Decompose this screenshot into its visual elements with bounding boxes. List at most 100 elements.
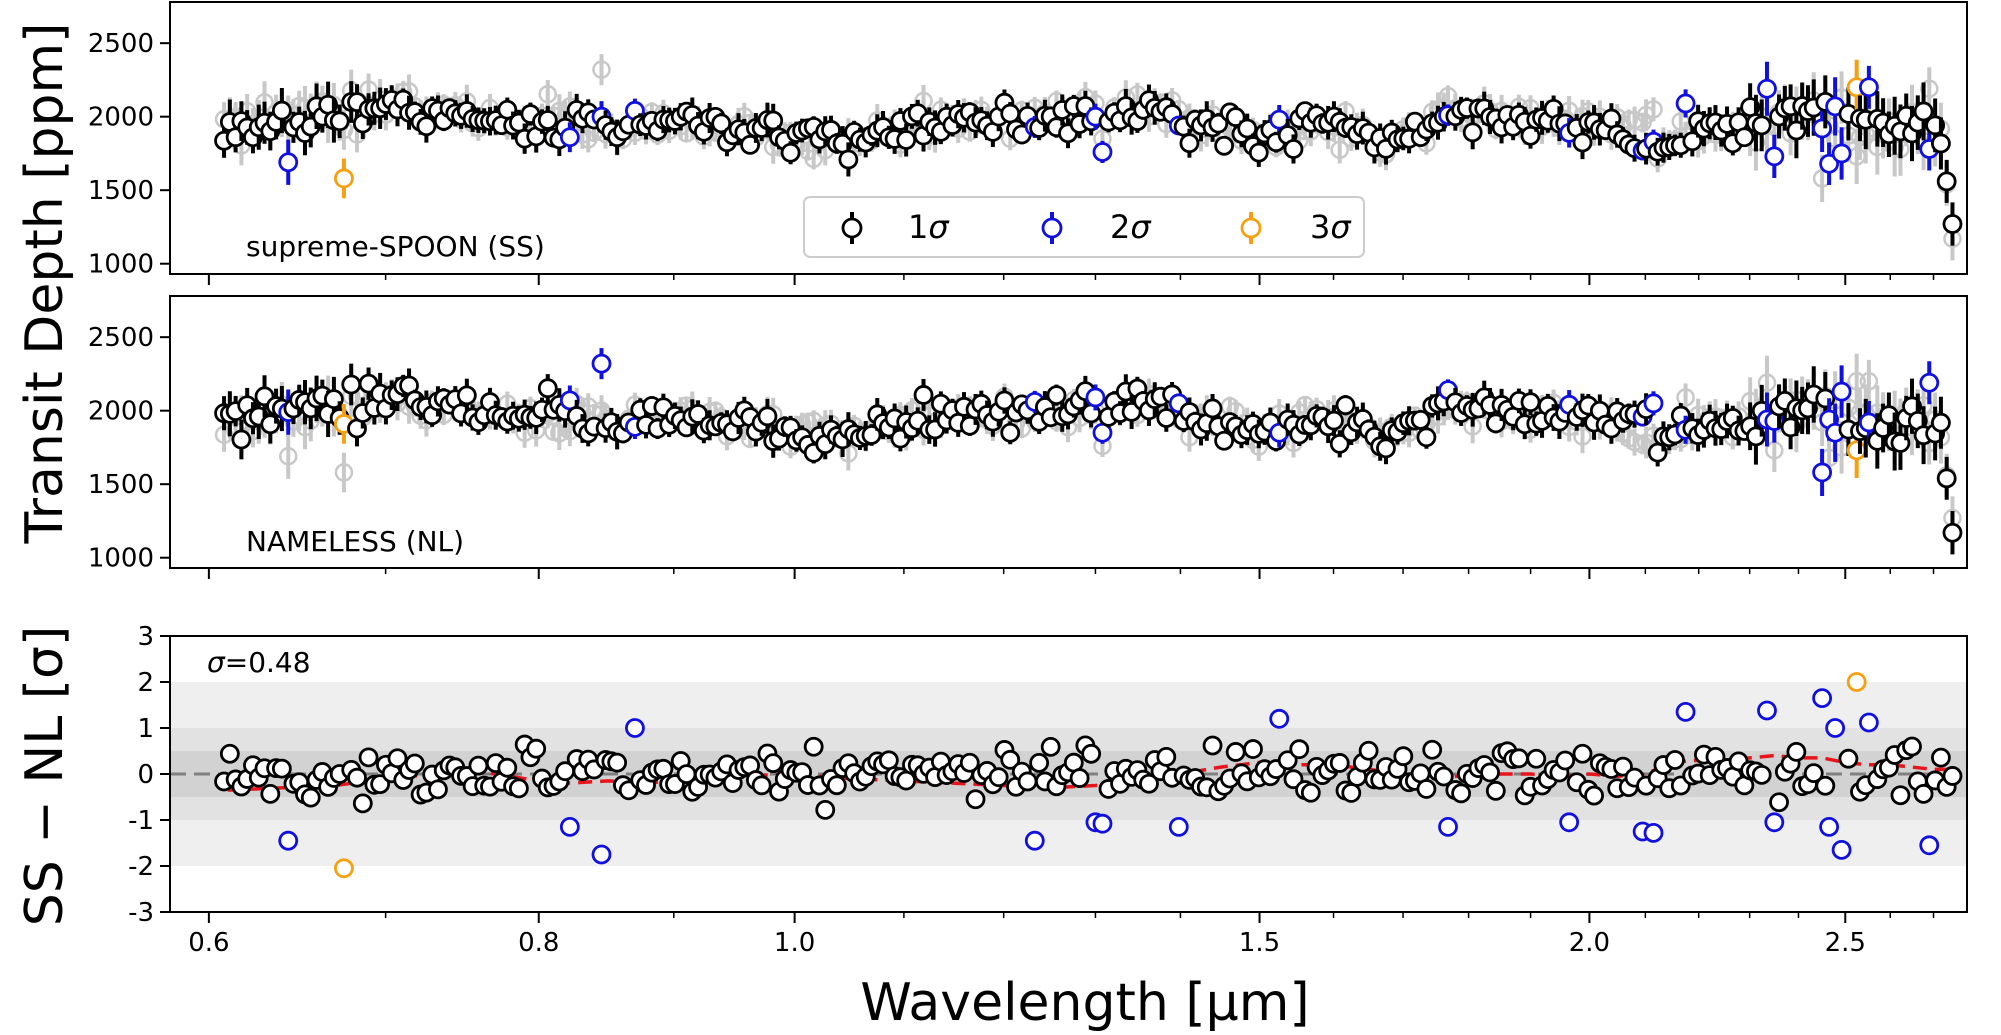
- diff-point: [965, 789, 986, 810]
- nl-ytick-label: 2500: [88, 323, 154, 353]
- legend-label-3sigma-num: 3: [1310, 208, 1330, 246]
- ss-point: [1757, 78, 1777, 99]
- diff-point: [1665, 750, 1685, 770]
- legend-markers: [841, 212, 1262, 244]
- nl-faint-point: [1676, 388, 1695, 407]
- nl-point: [537, 378, 558, 399]
- ss-ytick-label: 1500: [88, 176, 154, 206]
- diff-point: [1017, 771, 1038, 792]
- diff-point: [352, 793, 373, 814]
- nl-y-ticks: 1000 1500 2000 2500: [88, 323, 170, 574]
- diff-point: [1024, 830, 1045, 851]
- diff-annotation-symbol: σ: [207, 646, 226, 679]
- legend-marker: [841, 217, 863, 239]
- y-axis-title-diff: SS − NL [σ]: [15, 626, 75, 927]
- diff-point: [625, 718, 645, 738]
- nl-faint-point: [334, 463, 354, 482]
- diff-point: [428, 779, 448, 800]
- panel-nl: 1000 1500 2000 2500 NAMELESS (NL): [88, 295, 1968, 579]
- diff-xtick-label: 1.5: [1239, 928, 1280, 958]
- diff-point: [1902, 736, 1922, 757]
- diff-point: [1156, 746, 1177, 767]
- diff-point: [1329, 753, 1350, 773]
- diff-xtick-label: 2.5: [1825, 928, 1866, 958]
- y-axis-title-transit-depth: Transit Depth [ppm]: [15, 23, 75, 545]
- ss-faint-point: [1920, 79, 1939, 98]
- diff-point: [1838, 748, 1859, 769]
- legend-label-3sigma: 3σ: [1310, 208, 1352, 246]
- diff-point: [219, 743, 240, 764]
- ss-point: [1931, 133, 1951, 154]
- diff-ytick-label: 3: [137, 622, 154, 652]
- nl-frame: [169, 295, 1968, 569]
- ss-point: [1248, 142, 1269, 163]
- diff-point: [1769, 792, 1789, 813]
- ss-point: [1675, 93, 1696, 114]
- nl-point: [913, 385, 934, 405]
- legend-label-1sigma: 1σ: [908, 208, 950, 246]
- diff-x-ticks: 0.6 0.8 1.0 1.5 2.0 2.5: [188, 912, 1935, 958]
- nl-faint-point: [1859, 372, 1879, 391]
- diff-point: [1526, 748, 1547, 769]
- diff-point: [1358, 740, 1379, 761]
- ss-point: [1831, 143, 1852, 164]
- diff-point: [1764, 812, 1785, 833]
- diff-point: [1559, 812, 1580, 833]
- diff-point: [1289, 739, 1310, 760]
- ss-point: [1942, 214, 1963, 234]
- diff-ytick-label: -1: [128, 806, 154, 836]
- nl-point: [1815, 388, 1836, 409]
- diff-point: [763, 753, 784, 774]
- diff-point: [1277, 750, 1298, 771]
- diff-point: [1803, 763, 1824, 784]
- nl-point: [1936, 468, 1957, 489]
- diff-point: [1757, 700, 1777, 721]
- diff-point: [1643, 822, 1664, 843]
- legend-label-1sigma-num: 1: [908, 208, 928, 246]
- diff-xtick-label: 1.0: [774, 928, 815, 958]
- ss-point: [1237, 118, 1258, 139]
- diff-point: [1202, 735, 1223, 756]
- ss-point: [334, 168, 354, 189]
- ss-point: [1462, 122, 1483, 143]
- ss-point: [1734, 127, 1755, 148]
- nl-point: [1831, 381, 1852, 402]
- diff-point: [260, 783, 281, 804]
- legend-marker: [1041, 217, 1063, 239]
- ss-panel-label: supreme-SPOON (SS): [246, 230, 545, 263]
- nl-faint-point: [1757, 373, 1777, 392]
- ss-point: [329, 111, 350, 132]
- diff-point: [1029, 752, 1050, 773]
- ss-point: [1214, 135, 1235, 156]
- diff-point: [1675, 702, 1696, 722]
- diff-point: [404, 753, 425, 774]
- diff-point: [1480, 762, 1500, 783]
- nl-ytick-label: 1500: [88, 470, 154, 500]
- nl-points: [214, 348, 1963, 555]
- legend-frame: [803, 196, 1365, 258]
- ss-point: [763, 110, 784, 131]
- diff-point: [1751, 764, 1772, 785]
- ss-faint-point: [1330, 140, 1349, 160]
- ss-point: [1936, 171, 1957, 192]
- nl-point: [1085, 387, 1106, 408]
- diff-point: [1931, 747, 1951, 768]
- diff-point: [1069, 768, 1090, 788]
- nl-point: [1376, 438, 1396, 459]
- diff-point: [1451, 783, 1472, 804]
- diff-point: [1485, 780, 1506, 801]
- ss-point: [1208, 113, 1229, 134]
- nl-point: [1329, 433, 1350, 454]
- nl-point: [1046, 385, 1067, 406]
- nl-faint-point: [1847, 372, 1866, 391]
- ss-point: [711, 113, 732, 134]
- diff-point: [1433, 766, 1454, 787]
- legend-marker: [1240, 217, 1262, 239]
- diff-point: [497, 757, 518, 778]
- diff-point: [988, 767, 1009, 788]
- ss-faint-point: [538, 84, 558, 104]
- diff-point: [1812, 688, 1833, 708]
- nl-point: [1919, 372, 1940, 393]
- ss-frame: [169, 1, 1968, 275]
